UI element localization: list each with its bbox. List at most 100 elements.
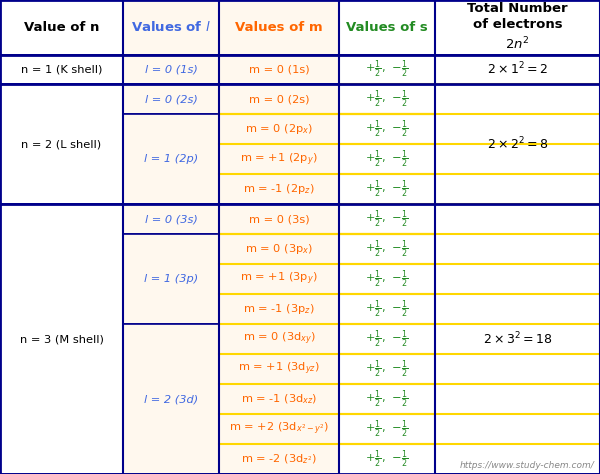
Bar [339,324,435,354]
Bar [123,174,219,204]
Bar [339,174,435,204]
Bar [219,84,339,204]
Text: l = 1 (3p): l = 1 (3p) [144,274,198,284]
Text: l = 0 (3s): l = 0 (3s) [145,214,197,224]
Bar [123,444,219,474]
Text: m = 0 (2s): m = 0 (2s) [249,94,309,104]
Bar [123,324,219,474]
Bar [123,264,219,294]
Text: +$\frac{1}{2}$,  $-\frac{1}{2}$: +$\frac{1}{2}$, $-\frac{1}{2}$ [365,149,409,170]
Bar [0,174,123,204]
Bar [219,384,339,414]
Bar [435,145,600,174]
Bar [219,114,339,145]
Text: m = 0 (1s): m = 0 (1s) [248,64,310,74]
Text: +$\frac{1}{2}$,  $-\frac{1}{2}$: +$\frac{1}{2}$, $-\frac{1}{2}$ [365,388,409,410]
Text: m = +1 (3d$_{yz}$): m = +1 (3d$_{yz}$) [238,361,320,377]
Bar [123,294,219,324]
Text: +$\frac{1}{2}$,  $-\frac{1}{2}$: +$\frac{1}{2}$, $-\frac{1}{2}$ [365,179,409,200]
Bar [219,414,339,444]
Bar [339,264,435,294]
Bar [339,234,435,264]
Text: m = -1 (3p$_z$): m = -1 (3p$_z$) [243,302,315,316]
Text: Values of m: Values of m [235,21,323,34]
Bar [435,234,600,264]
Text: +$\frac{1}{2}$,  $-\frac{1}{2}$: +$\frac{1}{2}$, $-\frac{1}{2}$ [365,448,409,470]
Bar [123,145,219,174]
Text: m = 0 (3p$_x$): m = 0 (3p$_x$) [245,242,313,256]
Bar [435,354,600,384]
Text: +$\frac{1}{2}$,  $-\frac{1}{2}$: +$\frac{1}{2}$, $-\frac{1}{2}$ [365,299,409,320]
Text: m = -1 (2p$_z$): m = -1 (2p$_z$) [243,182,315,196]
Bar [219,354,339,384]
Text: +$\frac{1}{2}$,  $-\frac{1}{2}$: +$\frac{1}{2}$, $-\frac{1}{2}$ [365,209,409,230]
Bar [123,84,219,114]
Bar [123,204,219,234]
Bar [339,55,435,84]
Text: +$\frac{1}{2}$,  $-\frac{1}{2}$: +$\frac{1}{2}$, $-\frac{1}{2}$ [365,59,409,80]
Bar [0,0,123,55]
Text: +$\frac{1}{2}$,  $-\frac{1}{2}$: +$\frac{1}{2}$, $-\frac{1}{2}$ [365,328,409,350]
Text: +$\frac{1}{2}$,  $-\frac{1}{2}$: +$\frac{1}{2}$, $-\frac{1}{2}$ [365,358,409,380]
Bar [123,55,219,84]
Bar [435,414,600,444]
Bar [435,174,600,204]
Bar [435,324,600,354]
Text: +$\frac{1}{2}$,  $-\frac{1}{2}$: +$\frac{1}{2}$, $-\frac{1}{2}$ [365,238,409,260]
Bar [123,114,219,204]
Ellipse shape [0,120,404,373]
Bar [435,444,600,474]
Bar [219,234,339,264]
Bar [219,0,339,55]
Bar [123,414,219,444]
Text: m = -1 (3d$_{xz}$): m = -1 (3d$_{xz}$) [241,392,317,406]
Bar [339,145,435,174]
Bar [435,204,600,234]
Bar [339,204,435,234]
Text: Values of $\it{l}$: Values of $\it{l}$ [131,20,211,34]
Bar [339,84,435,114]
Ellipse shape [265,118,503,374]
Bar [219,174,339,204]
Bar [123,0,219,55]
Bar [339,294,435,324]
Bar [339,114,435,145]
Text: $2 \times 1^2 = 2$: $2 \times 1^2 = 2$ [487,61,548,78]
Text: n = 3 (M shell): n = 3 (M shell) [20,334,103,344]
Bar [339,414,435,444]
Bar [0,204,123,474]
Bar [123,234,219,264]
Bar [0,145,123,174]
Text: n = 2 (L shell): n = 2 (L shell) [22,139,101,149]
Bar [339,294,435,324]
Bar [0,384,123,414]
Text: Values of s: Values of s [346,21,428,34]
Bar [339,444,435,474]
Bar [0,55,123,84]
Text: m = +1 (2p$_y$): m = +1 (2p$_y$) [240,151,318,168]
Bar [219,145,339,174]
Bar [339,55,435,84]
Bar [435,384,600,414]
Bar [123,55,219,84]
Bar [123,114,219,145]
Bar [435,84,600,204]
Bar [339,204,435,234]
Bar [0,264,123,294]
Bar [123,234,219,324]
Bar [339,84,435,114]
Bar [219,264,339,294]
Bar [435,84,600,114]
Bar [339,114,435,145]
Ellipse shape [265,118,503,374]
Bar [339,354,435,384]
Bar [0,294,123,324]
Bar [435,55,600,84]
Bar [435,264,600,294]
Text: m = +2 (3d$_{x^2-y^2}$): m = +2 (3d$_{x^2-y^2}$) [229,421,329,437]
Bar [123,324,219,354]
Bar [123,354,219,384]
Circle shape [360,228,408,265]
Bar [339,264,435,294]
Circle shape [165,220,231,273]
